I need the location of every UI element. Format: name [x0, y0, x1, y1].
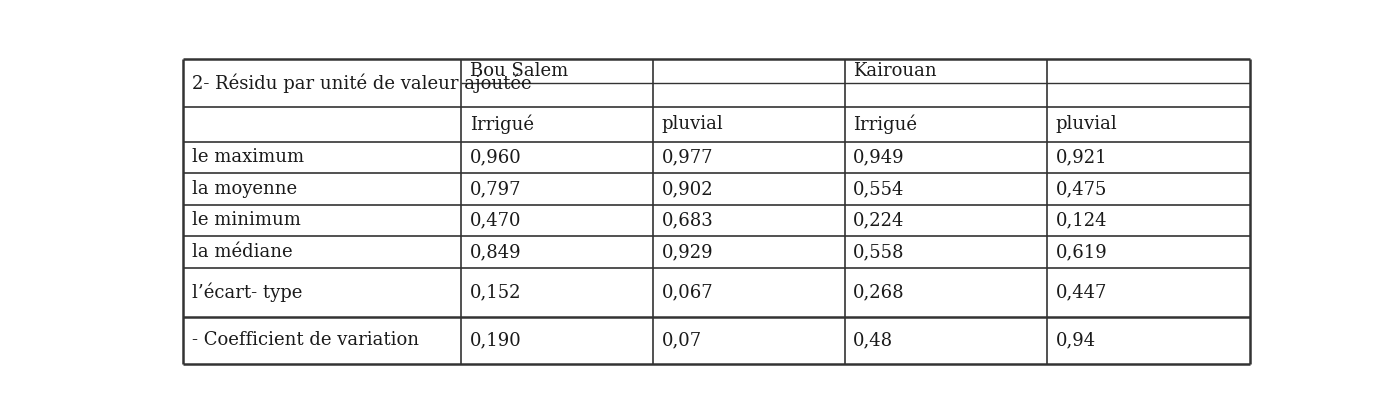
- Text: 0,268: 0,268: [853, 283, 905, 301]
- Text: 0,619: 0,619: [1055, 243, 1107, 261]
- Text: 2- Résidu par unité de valeur ajoutée: 2- Résidu par unité de valeur ajoutée: [192, 73, 531, 93]
- Text: le maximum: le maximum: [192, 148, 305, 166]
- Text: le minimum: le minimum: [192, 212, 301, 230]
- Text: 0,447: 0,447: [1055, 283, 1107, 301]
- Text: 0,902: 0,902: [661, 180, 713, 198]
- Text: 0,921: 0,921: [1055, 148, 1107, 166]
- Text: 0,48: 0,48: [853, 331, 893, 349]
- Text: 0,797: 0,797: [470, 180, 521, 198]
- Text: 0,977: 0,977: [661, 148, 713, 166]
- Text: 0,470: 0,470: [470, 212, 521, 230]
- Text: Kairouan: Kairouan: [853, 62, 937, 80]
- Text: l’écart- type: l’écart- type: [192, 282, 302, 302]
- Text: 0,124: 0,124: [1055, 212, 1107, 230]
- Text: 0,558: 0,558: [853, 243, 905, 261]
- Text: 0,190: 0,190: [470, 331, 521, 349]
- Text: Irrigué: Irrigué: [853, 114, 917, 134]
- Text: 0,94: 0,94: [1055, 331, 1096, 349]
- Text: 0,475: 0,475: [1055, 180, 1107, 198]
- Text: 0,849: 0,849: [470, 243, 521, 261]
- Text: la moyenne: la moyenne: [192, 180, 298, 198]
- Text: 0,152: 0,152: [470, 283, 521, 301]
- Text: 0,554: 0,554: [853, 180, 905, 198]
- Text: la médiane: la médiane: [192, 243, 292, 261]
- Text: Bou Salem: Bou Salem: [470, 62, 568, 80]
- Text: 0,224: 0,224: [853, 212, 905, 230]
- Text: 0,929: 0,929: [661, 243, 713, 261]
- Text: Irrigué: Irrigué: [470, 114, 534, 134]
- Text: 0,683: 0,683: [661, 212, 713, 230]
- Text: 0,960: 0,960: [470, 148, 521, 166]
- Text: - Coefficient de variation: - Coefficient de variation: [192, 331, 419, 349]
- Text: pluvial: pluvial: [1055, 115, 1117, 133]
- Text: 0,067: 0,067: [661, 283, 713, 301]
- Text: 0,07: 0,07: [661, 331, 702, 349]
- Text: pluvial: pluvial: [661, 115, 723, 133]
- Text: 0,949: 0,949: [853, 148, 905, 166]
